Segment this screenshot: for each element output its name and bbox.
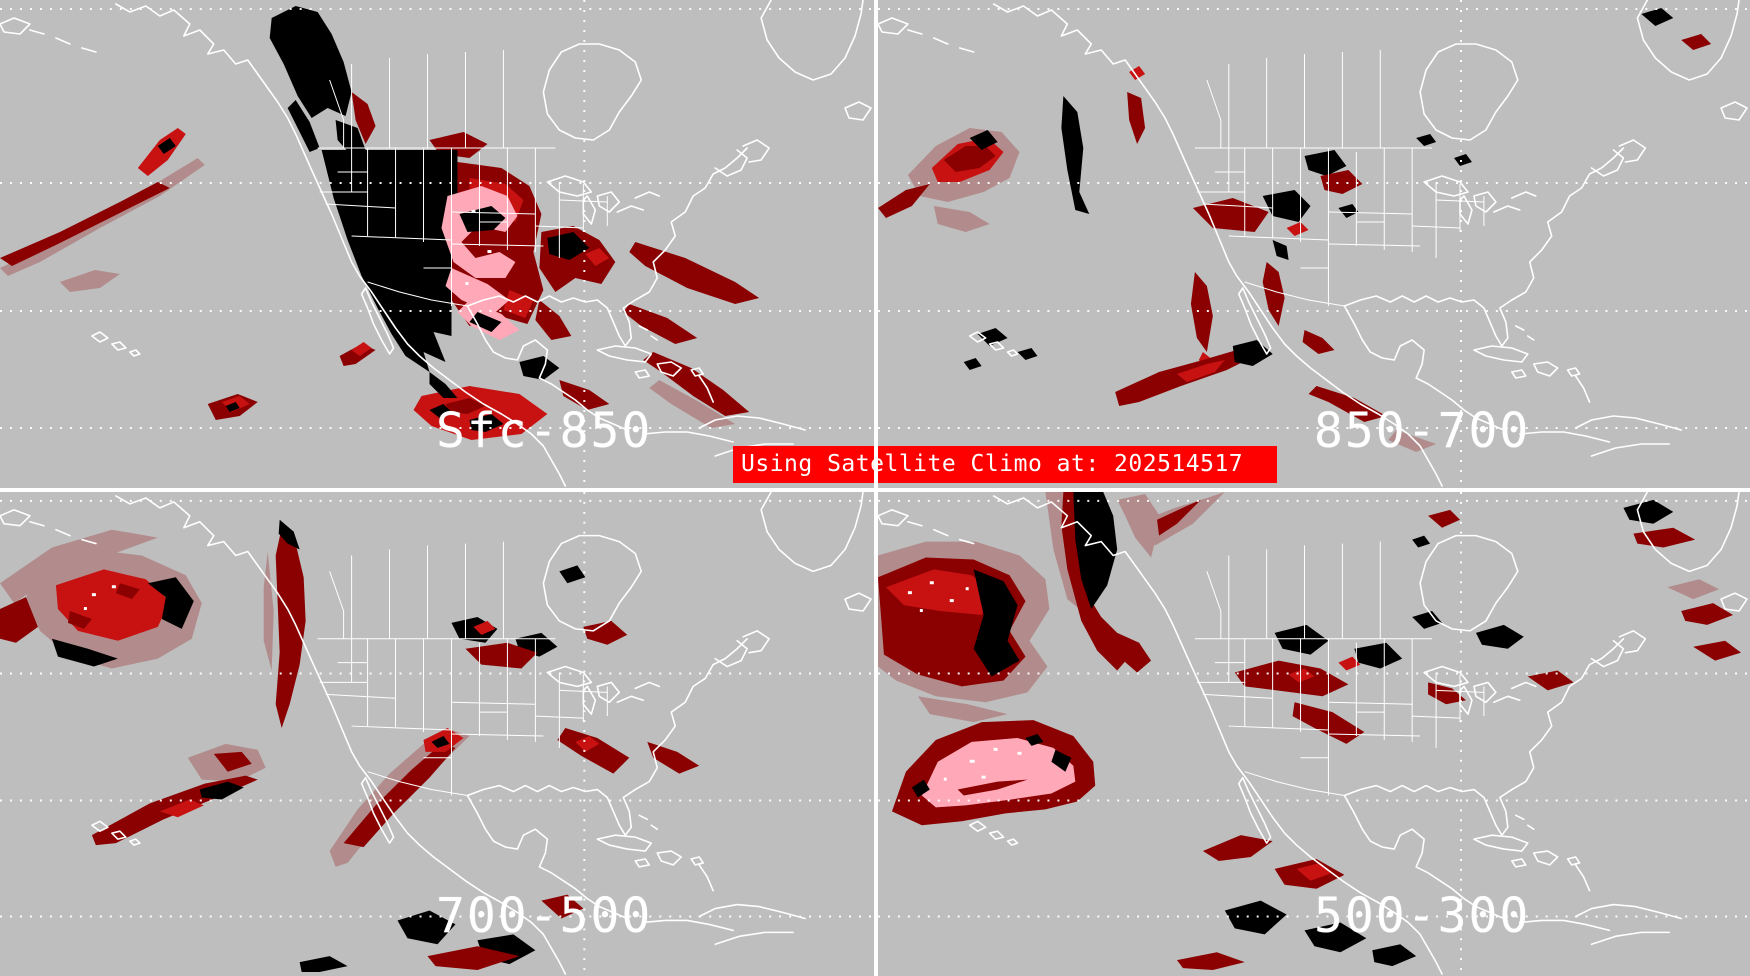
map-sfc-850 <box>0 0 874 488</box>
map-700-500 <box>0 492 874 976</box>
moisture-blobs-850-700 <box>878 8 1712 452</box>
moisture-blobs-700-500 <box>0 519 700 973</box>
panel-500-300: 500-300 <box>878 492 1750 976</box>
panel-700-500: 700-500 <box>0 492 874 976</box>
layer-label-sfc-850: Sfc-850 <box>436 403 653 459</box>
layer-label-500-300: 500-300 <box>1314 888 1531 944</box>
moisture-blobs-sfc-850 <box>0 6 760 440</box>
panel-divider-horizontal <box>0 488 1750 492</box>
status-banner: Using Satellite Climo at: 202514517 <box>733 446 1277 483</box>
panel-850-700: 850-700 <box>878 0 1750 488</box>
layer-label-700-500: 700-500 <box>436 888 653 944</box>
map-500-300 <box>878 492 1750 976</box>
panel-sfc-850: Sfc-850 <box>0 0 874 488</box>
status-banner-text: Using Satellite Climo at: 202514517 <box>741 451 1244 477</box>
layer-label-850-700: 850-700 <box>1314 403 1531 459</box>
map-850-700 <box>878 0 1750 488</box>
moisture-blobs-500-300 <box>878 492 1742 971</box>
